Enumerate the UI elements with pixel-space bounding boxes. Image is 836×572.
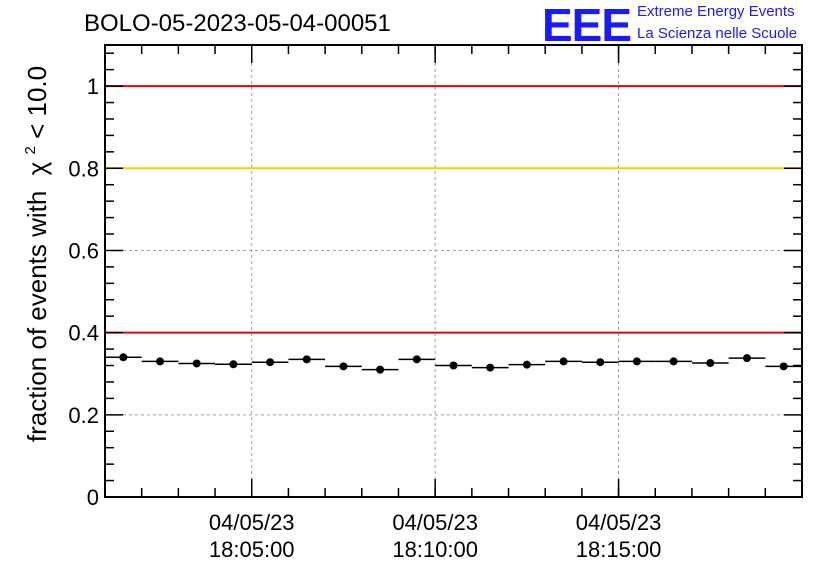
plot-frame	[104, 44, 803, 498]
data-point	[559, 357, 568, 366]
data-point	[449, 361, 458, 370]
x-tick-label-date: 04/05/23	[392, 510, 478, 535]
data-point	[302, 355, 311, 364]
y-axis-label-chi: χ	[22, 161, 52, 175]
y-tick-label: 0	[87, 485, 99, 510]
data-point	[412, 355, 421, 364]
y-tick-label: 0.2	[68, 403, 99, 428]
y-axis-label-main: fraction of events with	[22, 191, 52, 442]
logo-line-1: Extreme Energy Events	[637, 3, 795, 20]
reference-lines	[105, 85, 802, 334]
data-point	[119, 353, 128, 362]
data-point	[632, 357, 641, 366]
y-tick-label: 0.8	[68, 156, 99, 181]
data-point	[339, 362, 348, 371]
data-point	[192, 359, 201, 368]
data-point	[266, 358, 275, 367]
y-tick-label: 0.6	[68, 238, 99, 263]
x-tick-label-time: 18:10:00	[392, 537, 478, 562]
data-point	[522, 360, 531, 369]
data-point	[486, 363, 495, 372]
data-point	[156, 357, 165, 366]
y-axis-label: fraction of events with χ 2 < 10.0	[11, 66, 52, 442]
data-point	[669, 357, 678, 366]
axes: 00.20.40.60.8104/05/2318:05:0004/05/2318…	[68, 44, 803, 562]
x-tick-label-time: 18:05:00	[209, 537, 295, 562]
x-tick-label-date: 04/05/23	[209, 510, 295, 535]
x-tick-label-date: 04/05/23	[576, 510, 662, 535]
data-series	[105, 353, 802, 374]
x-tick-label-time: 18:15:00	[576, 537, 662, 562]
logo-line-2: La Scienza nelle Scuole	[637, 25, 798, 42]
data-point	[376, 365, 385, 374]
y-axis-label-tail: < 10.0	[22, 66, 52, 139]
data-point	[229, 360, 238, 369]
data-point	[596, 358, 605, 367]
eee-logo: EEE	[542, 0, 632, 51]
grid-lines	[105, 45, 802, 497]
data-point	[742, 354, 751, 363]
y-axis-label-exp: 2	[22, 146, 39, 154]
data-point	[779, 362, 788, 371]
y-tick-label: 1	[87, 74, 99, 99]
y-tick-label: 0.4	[68, 321, 99, 346]
chart-title: BOLO-05-2023-05-04-00051	[84, 10, 391, 37]
data-point	[706, 359, 715, 368]
